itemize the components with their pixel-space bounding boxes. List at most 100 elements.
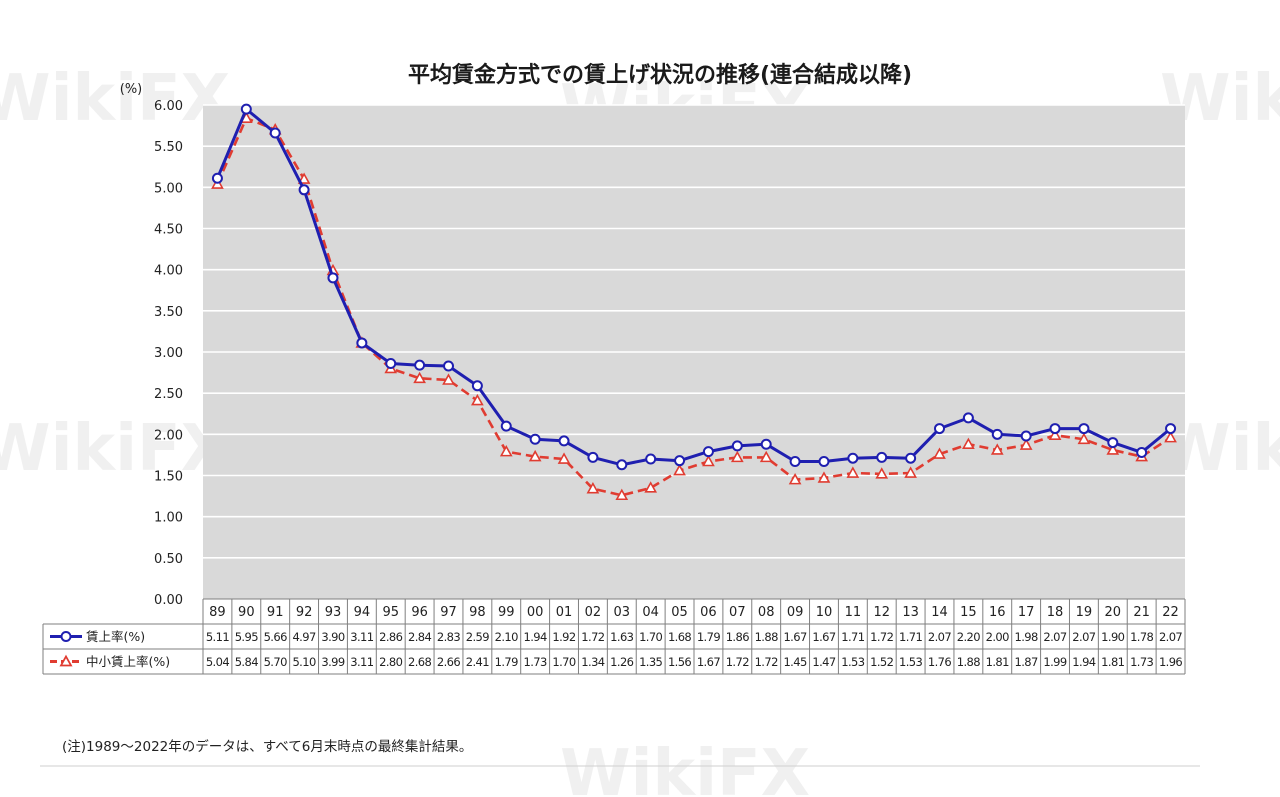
x-tick-label: 00 [527, 605, 544, 620]
x-tick-label: 98 [469, 605, 486, 620]
table-value: 2.83 [437, 630, 460, 644]
x-tick-label: 13 [902, 605, 919, 620]
table-value: 5.66 [264, 630, 287, 644]
table-value: 5.04 [206, 655, 229, 669]
x-tick-label: 01 [556, 605, 573, 620]
y-tick-label: 4.50 [154, 223, 183, 238]
x-tick-label: 22 [1162, 605, 1179, 620]
data-point [788, 472, 802, 485]
watermark-text: WikiFX [560, 737, 810, 797]
table-value: 1.98 [1015, 630, 1038, 644]
x-tick-label: 90 [238, 605, 255, 620]
table-value: 1.73 [1130, 655, 1153, 669]
data-point [1077, 432, 1091, 445]
x-tick-label: 14 [931, 605, 948, 620]
watermark-text: WikiFX [0, 62, 230, 136]
table-value: 1.72 [870, 630, 893, 644]
table-value: 5.84 [235, 655, 258, 669]
table-value: 1.99 [1043, 655, 1066, 669]
table-value: 1.70 [639, 630, 662, 644]
table-value: 1.79 [697, 630, 720, 644]
x-tick-label: 19 [1076, 605, 1093, 620]
data-point [327, 272, 339, 284]
table-value: 2.20 [957, 630, 980, 644]
table-value: 2.07 [1043, 630, 1066, 644]
watermark-text: WikiFX [0, 412, 230, 486]
data-point [587, 451, 599, 463]
x-tick-label: 97 [440, 605, 457, 620]
table-value: 1.67 [812, 630, 835, 644]
data-point [615, 488, 629, 501]
x-tick-label: 94 [354, 605, 371, 620]
series-line [216, 107, 1172, 467]
data-point [990, 443, 1004, 455]
table-value: 1.68 [668, 630, 691, 644]
y-tick-label: 3.50 [154, 305, 183, 320]
table-value: 1.88 [755, 630, 778, 644]
table-value: 1.35 [639, 655, 662, 669]
gridlines [203, 104, 1185, 559]
table-value: 1.72 [755, 655, 778, 669]
table-value: 2.68 [408, 655, 431, 669]
x-tick-label: 95 [382, 605, 399, 620]
x-tick-label: 21 [1133, 605, 1150, 620]
data-point [846, 466, 860, 478]
data-point [1048, 428, 1062, 440]
table-value: 2.66 [437, 655, 460, 669]
x-tick-label: 04 [642, 605, 659, 620]
x-tick-label: 09 [787, 605, 804, 620]
table-value: 1.96 [1159, 655, 1182, 669]
table-value: 4.97 [292, 630, 315, 644]
y-axis-ticks: 0.00 0.50 1.00 1.50 2.00 2.50 3.00 3.50 4.00 4.50… [154, 99, 183, 608]
x-tick-label: 96 [411, 605, 428, 620]
data-point [557, 452, 571, 464]
data-point [731, 440, 743, 452]
table-value: 1.26 [610, 655, 633, 669]
table-value: 1.78 [1130, 630, 1153, 644]
table-value: 1.71 [841, 630, 864, 644]
x-tick-label: 05 [671, 605, 688, 620]
data-point [1165, 423, 1177, 435]
y-tick-label: 5.00 [154, 181, 183, 196]
data-point [702, 454, 715, 467]
footnote: (注)1989～2022年のデータは、すべて6月末時点の最終集計結果。 [62, 738, 472, 755]
table-value: 1.76 [928, 655, 951, 669]
table-value: 2.80 [379, 655, 402, 669]
table-value: 1.56 [668, 655, 691, 669]
data-point [1049, 423, 1061, 435]
data-point [1107, 437, 1119, 449]
data-point [875, 467, 889, 479]
data-point [211, 172, 223, 184]
table-value: 1.86 [726, 630, 749, 644]
x-tick-label: 08 [758, 605, 775, 620]
series-line [216, 116, 1172, 497]
data-point [1019, 438, 1033, 450]
table-value: 2.07 [1159, 630, 1182, 644]
x-tick-label: 91 [267, 605, 284, 620]
x-tick-label: 02 [585, 605, 602, 620]
table-value: 1.71 [899, 630, 922, 644]
x-tick-label: 20 [1105, 605, 1122, 620]
y-axis-unit: (%) [120, 82, 143, 97]
data-point [702, 446, 714, 458]
data-point [528, 449, 542, 462]
data-point [905, 452, 917, 464]
table-value: 1.67 [697, 655, 720, 669]
data-point [413, 371, 426, 384]
legend-marker [60, 631, 72, 642]
y-tick-label: 0.00 [154, 593, 183, 608]
chart-title: 平均賃金方式での賃上げ状況の推移(連合結成以降) [408, 62, 912, 88]
table-value: 1.63 [610, 630, 633, 644]
data-point [730, 450, 744, 463]
series-1 [211, 103, 1177, 471]
y-tick-label: 2.00 [154, 428, 183, 443]
data-point [1020, 430, 1032, 442]
table-value: 2.07 [928, 630, 951, 644]
data-table: 89 90 91 92 93 94 95 96 97 98 99 00 01 02 03 04 05 06 07 08… [42, 598, 1186, 675]
table-value: 5.70 [264, 655, 287, 669]
table-value: 1.72 [726, 655, 749, 669]
data-point [847, 452, 859, 464]
x-tick-label: 15 [960, 605, 977, 620]
data-point [760, 438, 772, 450]
data-point [586, 482, 600, 494]
